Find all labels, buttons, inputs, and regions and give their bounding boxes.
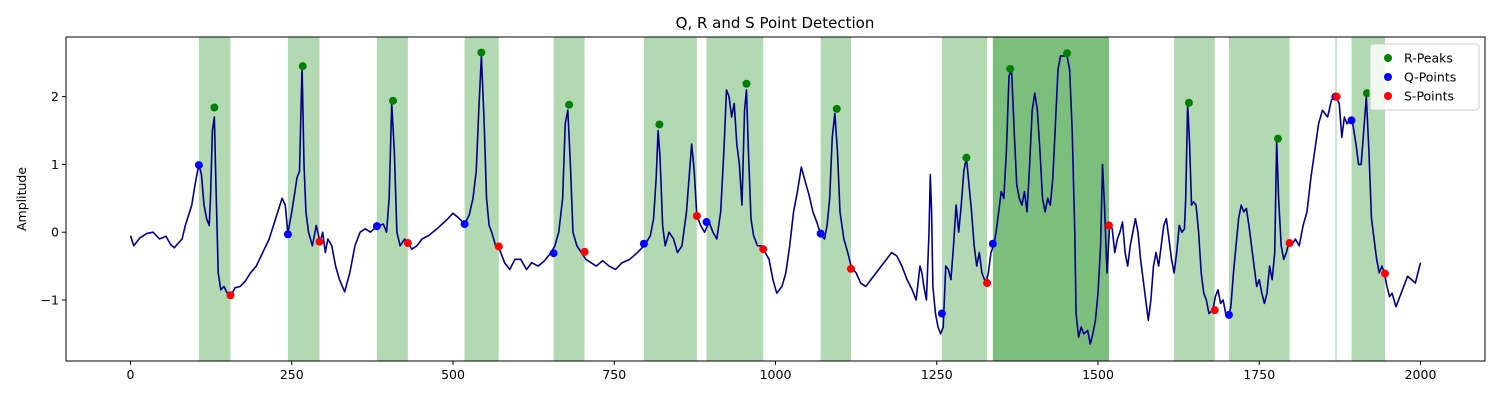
s-points-marker-3 (494, 242, 503, 251)
r-peaks-marker-4 (565, 100, 574, 109)
detection-region-13 (1335, 37, 1337, 361)
y-tick-label: −1 (41, 292, 59, 307)
r-peaks-marker-14 (1362, 89, 1371, 98)
q-points-marker-6 (702, 218, 711, 227)
q-points-marker-10 (1224, 310, 1233, 319)
x-tick-label: 2000 (1405, 367, 1437, 382)
r-peaks-marker-6 (742, 79, 751, 88)
y-axis-ticks: −1 0 1 2 (41, 89, 66, 307)
legend-marker-s-points (1384, 92, 1392, 100)
q-points-marker-5 (639, 239, 648, 248)
detection-region-8 (941, 37, 988, 361)
q-points-marker-7 (816, 229, 825, 238)
y-tick-label: 1 (51, 157, 59, 172)
s-points-marker-9 (1104, 221, 1113, 230)
signal-line (129, 55, 1422, 345)
x-tick-label: 1500 (1082, 367, 1114, 382)
x-tick-label: 500 (441, 367, 465, 382)
x-tick-label: 750 (602, 367, 626, 382)
s-points-marker-0 (226, 291, 235, 300)
detection-region-6 (706, 37, 764, 361)
point-markers (194, 48, 1390, 319)
q-points-marker-0 (194, 161, 203, 170)
detection-region-7 (820, 37, 851, 361)
q-points-marker-4 (549, 249, 558, 258)
q-points-marker-3 (460, 220, 469, 229)
legend: R-Peaks Q-Points S-Points (1369, 43, 1480, 111)
q-points-marker-2 (372, 222, 381, 231)
x-tick-label: 1750 (1243, 367, 1275, 382)
s-points-marker-6 (759, 245, 768, 254)
x-tick-label: 0 (127, 367, 135, 382)
r-peaks-marker-7 (832, 104, 841, 113)
q-points-marker-12 (1347, 116, 1356, 125)
detection-region-12 (1228, 37, 1290, 361)
detection-region-1 (287, 37, 320, 361)
legend-label-r-peaks: R-Peaks (1404, 51, 1453, 66)
s-points-marker-10 (1210, 306, 1219, 315)
r-peaks-marker-5 (655, 120, 664, 129)
legend-box (1369, 43, 1480, 111)
y-tick-label: 2 (51, 89, 59, 104)
x-tick-label: 1000 (760, 367, 792, 382)
q-points-marker-9 (988, 239, 997, 248)
y-axis-label: Amplitude (14, 167, 29, 231)
r-peaks-marker-8 (962, 153, 971, 162)
s-points-marker-7 (846, 264, 855, 273)
legend-label-q-points: Q-Points (1404, 70, 1456, 85)
legend-label-s-points: S-Points (1404, 89, 1454, 104)
legend-marker-q-points (1384, 73, 1392, 81)
r-peaks-marker-9 (1006, 64, 1015, 73)
s-points-marker-1 (315, 237, 324, 246)
x-axis-ticks: 0 250 500 750 1000 1250 1500 1750 2000 (127, 361, 1437, 382)
s-points-marker-8 (983, 279, 992, 288)
x-tick-label: 250 (280, 367, 304, 382)
r-peaks-marker-3 (477, 48, 486, 57)
s-points-marker-11 (1285, 239, 1294, 248)
r-peaks-marker-10 (1063, 49, 1072, 58)
r-peaks-marker-2 (389, 96, 398, 105)
s-points-marker-13 (1381, 269, 1390, 278)
s-points-marker-2 (403, 239, 412, 248)
x-tick-label: 1250 (921, 367, 953, 382)
legend-marker-r-peaks (1384, 54, 1392, 62)
signal-layer (129, 55, 1422, 345)
detection-region-5 (643, 37, 697, 361)
r-peaks-marker-11 (1184, 98, 1193, 107)
r-peaks-marker-12 (1273, 134, 1282, 143)
y-tick-label: 0 (51, 225, 59, 240)
r-peaks-marker-0 (210, 103, 219, 112)
chart-title: Q, R and S Point Detection (676, 14, 875, 32)
detection-region-3 (464, 37, 499, 361)
s-points-marker-4 (580, 247, 589, 256)
q-points-marker-8 (937, 309, 946, 318)
s-points-marker-12 (1332, 92, 1341, 101)
q-points-marker-1 (283, 230, 292, 239)
detection-region-4 (553, 37, 585, 361)
s-points-marker-5 (692, 211, 701, 220)
detection-regions (198, 37, 1386, 361)
r-peaks-marker-1 (298, 62, 307, 71)
detection-region-2 (376, 37, 408, 361)
